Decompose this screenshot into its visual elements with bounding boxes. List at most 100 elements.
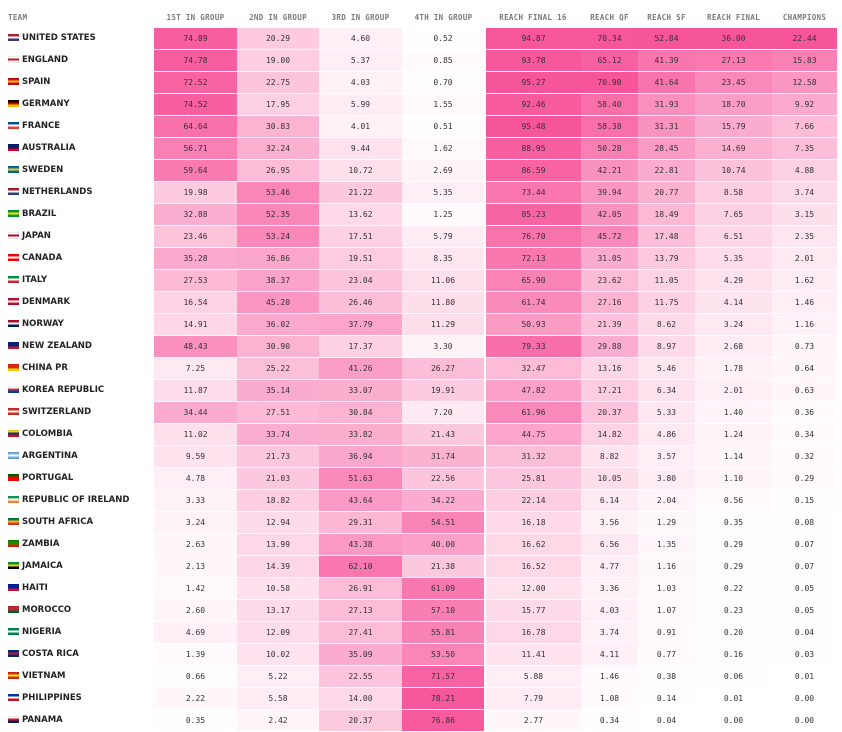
cell-reach-qf: 27.16 — [581, 291, 638, 314]
table-row[interactable]: CHINA PR 7.25 25.22 41.26 26.27 32.47 13.16 5.4… — [0, 357, 837, 380]
flag-icon — [8, 55, 19, 63]
flag-icon — [8, 539, 19, 547]
col-header-reach-final[interactable]: REACH FINAL — [707, 13, 760, 22]
cell-2nd-in-group: 30.90 — [237, 335, 319, 358]
table-row[interactable]: ZAMBIA 2.63 13.99 43.38 40.00 16.62 6.56 1.35 0.… — [0, 533, 837, 556]
table-row[interactable]: SPAIN 72.52 22.75 4.03 0.70 95.27 70.90 41.64 23… — [0, 71, 837, 94]
table-row[interactable]: PORTUGAL 4.78 21.03 51.63 22.56 25.81 10.05 3.8… — [0, 467, 837, 490]
table-row[interactable]: AUSTRALIA 56.71 32.24 9.44 1.62 88.95 50.28 28.… — [0, 137, 837, 160]
cell-reach-sf: 11.05 — [638, 269, 695, 292]
table-row[interactable]: VIETNAM 0.66 5.22 22.55 71.57 5.88 1.46 0.38 0.0… — [0, 665, 837, 688]
table-row[interactable]: ARGENTINA 9.59 21.73 36.94 31.74 31.32 8.82 3.5… — [0, 445, 837, 468]
table-row[interactable]: CANADA 35.28 36.86 19.51 8.35 72.13 31.05 13.79… — [0, 247, 837, 270]
cell-reach-sf: 3.57 — [638, 445, 695, 468]
cell-2nd-in-group: 30.83 — [237, 115, 319, 138]
team-name: DENMARK — [22, 297, 71, 308]
flag-icon — [8, 583, 19, 591]
table-row[interactable]: SWITZERLAND 34.44 27.51 30.84 7.20 61.96 20.37… — [0, 401, 837, 424]
team-name: PANAMA — [22, 715, 63, 726]
cell-1st-in-group: 11.87 — [154, 379, 237, 402]
table-row[interactable]: DENMARK 16.54 45.20 26.46 11.80 61.74 27.16 11.… — [0, 291, 837, 314]
cell-reach-final: 1.78 — [695, 357, 772, 380]
cell-champions: 1.62 — [772, 269, 837, 292]
col-header-reach-qf[interactable]: REACH QF — [590, 13, 629, 22]
table-row[interactable]: HAITI 1.42 10.58 26.91 61.09 12.00 3.36 1.03 0.2… — [0, 577, 837, 600]
cell-champions: 3.74 — [772, 181, 837, 204]
flag-icon — [8, 99, 19, 107]
col-header-2nd-in-group[interactable]: 2ND IN GROUP — [249, 13, 307, 22]
team-name: ITALY — [22, 275, 48, 286]
cell-reach-qf: 6.56 — [581, 533, 638, 556]
cell-reach-final: 1.10 — [695, 467, 772, 490]
table-row[interactable]: UNITED STATES 74.89 20.29 4.60 0.52 94.87 70.3… — [0, 28, 837, 50]
team-name: GERMANY — [22, 99, 70, 110]
standings-table: TEAM 1ST IN GROUP 2ND IN GROUP 3RD IN GR… — [0, 7, 837, 732]
cell-reach-final-16: 5.88 — [484, 665, 581, 688]
table-row[interactable]: MOROCCO 2.60 13.17 27.13 57.10 15.77 4.03 1.07 0… — [0, 599, 837, 622]
table-row[interactable]: KOREA REPUBLIC 11.87 35.14 33.07 19.91 47.82 1… — [0, 379, 837, 402]
cell-champions: 7.35 — [772, 137, 837, 160]
cell-4th-in-group: 0.85 — [402, 49, 485, 72]
cell-4th-in-group: 34.22 — [402, 489, 485, 512]
col-header-1st-in-group[interactable]: 1ST IN GROUP — [166, 13, 225, 22]
table-row[interactable]: PHILIPPINES 2.22 5.58 14.00 78.21 7.79 1.08 0.1… — [0, 687, 837, 710]
table-row[interactable]: NEW ZEALAND 48.43 30.90 17.37 3.30 79.33 29.88… — [0, 335, 837, 358]
col-header-3rd-in-group[interactable]: 3RD IN GROUP — [331, 13, 390, 22]
cell-reach-final-16: 2.77 — [484, 709, 581, 732]
flag-icon — [8, 253, 19, 261]
table-row[interactable]: GERMANY 74.52 17.95 5.99 1.55 92.46 58.40 31.93… — [0, 93, 837, 116]
table-row[interactable]: ENGLAND 74.78 19.00 5.37 0.85 93.78 65.12 41.39… — [0, 49, 837, 72]
cell-1st-in-group: 16.54 — [154, 291, 237, 314]
team-name: NORWAY — [22, 319, 64, 330]
table-row[interactable]: SOUTH AFRICA 3.24 12.94 29.31 54.51 16.18 3.56… — [0, 511, 837, 534]
table-row[interactable]: SWEDEN 59.64 26.95 10.72 2.69 86.59 42.21 22.81… — [0, 159, 837, 182]
cell-reach-sf: 2.04 — [638, 489, 695, 512]
cell-champions: 2.35 — [772, 225, 837, 248]
table-row[interactable]: PANAMA 0.35 2.42 20.37 76.86 2.77 0.34 0.04 0.00… — [0, 709, 837, 732]
cell-reach-sf: 0.38 — [638, 665, 695, 688]
table-row[interactable]: REPUBLIC OF IRELAND 3.33 18.82 43.64 34.22 22… — [0, 489, 837, 512]
flag-icon — [8, 407, 19, 415]
table-row[interactable]: NETHERLANDS 19.98 53.46 21.22 5.35 73.44 39.94… — [0, 181, 837, 204]
team-name: NIGERIA — [22, 627, 62, 638]
cell-reach-final: 8.58 — [695, 181, 772, 204]
table-row[interactable]: NIGERIA 4.69 12.09 27.41 55.81 16.78 3.74 0.91 0… — [0, 621, 837, 644]
cell-1st-in-group: 27.53 — [154, 269, 237, 292]
table-row[interactable]: FRANCE 64.64 30.83 4.01 0.51 95.48 58.38 31.31 1… — [0, 115, 837, 138]
table-row[interactable]: COSTA RICA 1.39 10.02 35.09 53.50 11.41 4.11 0.… — [0, 643, 837, 666]
table-row[interactable]: BRAZIL 32.88 52.35 13.62 1.25 85.23 42.05 18.49… — [0, 203, 837, 226]
cell-1st-in-group: 64.64 — [154, 115, 237, 138]
team-name: MOROCCO — [22, 605, 72, 616]
cell-reach-sf: 0.04 — [638, 709, 695, 732]
col-header-champions[interactable]: CHAMPIONS — [782, 13, 827, 22]
team-cell: ARGENTINA — [0, 445, 154, 468]
cell-1st-in-group: 34.44 — [154, 401, 237, 424]
cell-reach-final: 4.29 — [695, 269, 772, 292]
table-row[interactable]: JAMAICA 2.13 14.39 62.10 21.38 16.52 4.77 1.16 0… — [0, 555, 837, 578]
team-cell: ITALY — [0, 269, 154, 292]
col-header-team[interactable]: TEAM — [8, 13, 28, 22]
table-row[interactable]: ITALY 27.53 38.37 23.04 11.06 65.90 23.62 11.05… — [0, 269, 837, 292]
cell-3rd-in-group: 5.99 — [319, 93, 402, 116]
col-header-4th-in-group[interactable]: 4TH IN GROUP — [414, 13, 473, 22]
cell-4th-in-group: 71.57 — [402, 665, 485, 688]
cell-3rd-in-group: 51.63 — [319, 467, 402, 490]
flag-icon — [8, 385, 19, 393]
cell-2nd-in-group: 12.94 — [237, 511, 319, 534]
table-row[interactable]: COLOMBIA 11.02 33.74 33.82 21.43 44.75 14.82 4.… — [0, 423, 837, 446]
cell-reach-final: 0.29 — [695, 555, 772, 578]
cell-1st-in-group: 11.02 — [154, 423, 237, 446]
team-name: JAMAICA — [22, 561, 63, 572]
cell-3rd-in-group: 13.62 — [319, 203, 402, 226]
col-header-reach-sf[interactable]: REACH SF — [647, 13, 686, 22]
table-row[interactable]: NORWAY 14.91 36.02 37.79 11.29 50.93 21.39 8.62… — [0, 313, 837, 336]
col-header-reach-final-16[interactable]: REACH FINAL 16 — [499, 13, 567, 22]
team-cell: ENGLAND — [0, 49, 154, 72]
cell-2nd-in-group: 2.42 — [237, 709, 319, 732]
flag-icon — [8, 231, 19, 239]
table-row[interactable]: JAPAN 23.46 53.24 17.51 5.79 76.70 45.72 17.48 6… — [0, 225, 837, 248]
cell-1st-in-group: 1.39 — [154, 643, 237, 666]
cell-4th-in-group: 21.43 — [402, 423, 485, 446]
team-name: NEW ZEALAND — [22, 341, 92, 352]
cell-3rd-in-group: 29.31 — [319, 511, 402, 534]
